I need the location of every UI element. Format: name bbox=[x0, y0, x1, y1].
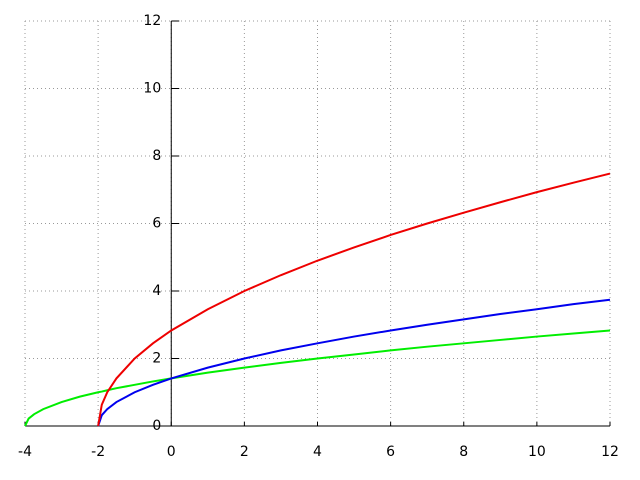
x-tick-label: 12 bbox=[601, 444, 619, 460]
y-tick-label: 4 bbox=[152, 283, 161, 299]
x-tick-label: 4 bbox=[313, 444, 322, 460]
x-tick-label: 2 bbox=[240, 444, 249, 460]
curve bbox=[97, 298, 611, 427]
x-tick-label: 10 bbox=[528, 444, 546, 460]
x-tick-label: 6 bbox=[386, 444, 395, 460]
y-tick-label: 2 bbox=[152, 351, 161, 367]
y-tick-label: 12 bbox=[143, 13, 161, 29]
x-tick-label: 0 bbox=[167, 444, 176, 460]
y-tick-label: 10 bbox=[143, 81, 161, 97]
curve bbox=[24, 329, 611, 427]
x-tick-label: -4 bbox=[18, 444, 32, 460]
x-tick-label: 8 bbox=[459, 444, 468, 460]
curve bbox=[97, 172, 611, 427]
x-tick-label: -2 bbox=[91, 444, 105, 460]
y-tick-label: 6 bbox=[152, 216, 161, 232]
y-tick-label: 8 bbox=[152, 148, 161, 164]
